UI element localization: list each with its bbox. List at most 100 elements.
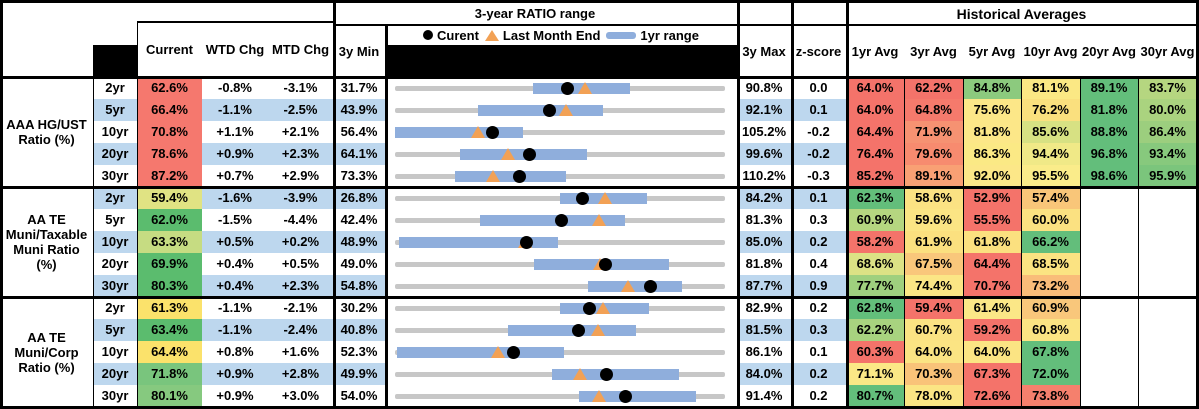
- table-row: 5yr 62.0% -1.5% -4.4% 42.4% 81.3% 0.3 60.9% 59.6…: [93, 209, 1197, 231]
- legend-current-label: Curent: [437, 27, 479, 43]
- last-month-triangle: [490, 346, 505, 358]
- grid-line: [0, 0, 3, 409]
- tenor-header-black-cell: [93, 45, 137, 77]
- grid-line: [1021, 77, 1022, 407]
- legend: Curent Last Month End 1yr range: [385, 25, 737, 45]
- cell-current: 66.4%: [137, 99, 202, 121]
- cell-wtd: +0.8%: [202, 341, 268, 363]
- cell-tenor: 2yr: [93, 77, 137, 99]
- table-row: 5yr 66.4% -1.1% -2.5% 43.9% 92.1% 0.1 64.0% 64.8…: [93, 99, 1197, 121]
- cell-max3y: 99.6%: [737, 143, 791, 165]
- cell-avg-1yr-avg: 60.9%: [846, 209, 904, 231]
- cell-avg-10yr-avg: 73.2%: [1021, 275, 1080, 297]
- cell-mtd: -3.9%: [268, 187, 333, 209]
- cell-current: 62.0%: [137, 209, 202, 231]
- cell-avg-20yr-avg: [1080, 275, 1138, 297]
- cell-chart: [385, 165, 737, 187]
- cell-avg-5yr-avg: 64.4%: [963, 253, 1021, 275]
- cell-avg-20yr-avg: 89.1%: [1080, 77, 1138, 99]
- cell-z: 0.2: [791, 297, 846, 319]
- cell-chart: [385, 231, 737, 253]
- cell-current: 63.4%: [137, 319, 202, 341]
- header-20yr-avg: 20yr Avg: [1082, 43, 1136, 59]
- cell-avg-5yr-avg: 64.0%: [963, 341, 1021, 363]
- cell-wtd: -0.8%: [202, 77, 268, 99]
- cell-avg-10yr-avg: 95.5%: [1021, 165, 1080, 187]
- cell-avg-10yr-avg: 60.9%: [1021, 297, 1080, 319]
- cell-min3y: 40.8%: [333, 319, 385, 341]
- last-month-triangle: [597, 192, 612, 204]
- cell-avg-5yr-avg: 61.4%: [963, 297, 1021, 319]
- cell-current: 69.9%: [137, 253, 202, 275]
- cell-z: 0.2: [791, 231, 846, 253]
- range-1yr-bar: [454, 170, 566, 182]
- cell-avg-30yr-avg: 80.0%: [1138, 99, 1197, 121]
- cell-tenor: 2yr: [93, 187, 137, 209]
- cell-avg-10yr-avg: 81.1%: [1021, 77, 1080, 99]
- cell-max3y: 91.4%: [737, 385, 791, 407]
- cell-tenor: 10yr: [93, 121, 137, 143]
- cell-avg-1yr-avg: 71.1%: [846, 363, 904, 385]
- cell-z: 0.2: [791, 363, 846, 385]
- cell-wtd: +0.4%: [202, 253, 268, 275]
- legend-1yr-range-label: 1yr range: [640, 27, 699, 43]
- cell-avg-5yr-avg: 92.0%: [963, 165, 1021, 187]
- header-1yr-avg: 1yr Avg: [851, 43, 899, 59]
- table-row: 20yr 69.9% +0.4% +0.5% 49.0% 81.8% 0.4 68.6% 67.…: [93, 253, 1197, 275]
- cell-mtd: +2.3%: [268, 275, 333, 297]
- cell-current: 64.4%: [137, 341, 202, 363]
- grid-line: [904, 77, 905, 407]
- current-dot: [523, 147, 537, 161]
- grid-line: [737, 0, 740, 407]
- table-row: 20yr 71.8% +0.9% +2.8% 49.9% 84.0% 0.2 71.1% 70.…: [93, 363, 1197, 385]
- cell-mtd: +3.0%: [268, 385, 333, 407]
- cell-chart: [385, 319, 737, 341]
- cell-chart: [385, 253, 737, 275]
- cell-max3y: 84.0%: [737, 363, 791, 385]
- cell-chart: [385, 275, 737, 297]
- cell-tenor: 2yr: [93, 297, 137, 319]
- cell-wtd: +1.1%: [202, 121, 268, 143]
- cell-avg-3yr-avg: 74.4%: [904, 275, 963, 297]
- current-dot: [561, 81, 575, 95]
- cell-z: 0.4: [791, 253, 846, 275]
- range-1yr-bar: [479, 214, 625, 226]
- cell-avg-5yr-avg: 81.8%: [963, 121, 1021, 143]
- cell-min3y: 73.3%: [333, 165, 385, 187]
- cell-z: 0.0: [791, 77, 846, 99]
- cell-avg-3yr-avg: 58.6%: [904, 187, 963, 209]
- cell-current: 87.2%: [137, 165, 202, 187]
- cell-tenor: 30yr: [93, 385, 137, 407]
- grid-line: [137, 22, 138, 407]
- header-30yr-avg: 30yr Avg: [1140, 43, 1195, 59]
- cell-avg-20yr-avg: 81.8%: [1080, 99, 1138, 121]
- cell-avg-1yr-avg: 77.7%: [846, 275, 904, 297]
- cell-tenor: 5yr: [93, 99, 137, 121]
- cell-z: 0.1: [791, 187, 846, 209]
- last-month-triangle: [595, 302, 610, 314]
- cell-avg-30yr-avg: [1138, 297, 1197, 319]
- current-dot: [618, 389, 632, 403]
- current-dot: [575, 191, 589, 205]
- cell-min3y: 31.7%: [333, 77, 385, 99]
- cell-max3y: 90.8%: [737, 77, 791, 99]
- cell-chart: [385, 385, 737, 407]
- cell-avg-10yr-avg: 67.8%: [1021, 341, 1080, 363]
- cell-avg-5yr-avg: 72.6%: [963, 385, 1021, 407]
- grid-line: [791, 0, 794, 407]
- cell-avg-30yr-avg: 95.9%: [1138, 165, 1197, 187]
- cell-current: 78.6%: [137, 143, 202, 165]
- header-wtd-chg: WTD Chg: [205, 41, 265, 57]
- cell-mtd: -3.1%: [268, 77, 333, 99]
- last-month-triangle: [577, 82, 592, 94]
- last-month-triangle: [591, 390, 606, 402]
- cell-chart: [385, 143, 737, 165]
- cell-min3y: 30.2%: [333, 297, 385, 319]
- cell-avg-20yr-avg: [1080, 341, 1138, 363]
- current-dot: [485, 125, 499, 139]
- range-track: [395, 283, 725, 289]
- cell-z: 0.1: [791, 99, 846, 121]
- last-month-triangle: [591, 214, 606, 226]
- cell-avg-30yr-avg: [1138, 231, 1197, 253]
- cell-avg-1yr-avg: 60.3%: [846, 341, 904, 363]
